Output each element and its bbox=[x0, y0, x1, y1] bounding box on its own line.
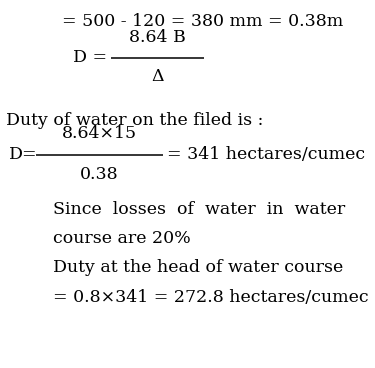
Text: Δ: Δ bbox=[151, 68, 164, 85]
Text: Duty at the head of water course: Duty at the head of water course bbox=[53, 259, 343, 276]
Text: 8.64 B: 8.64 B bbox=[129, 29, 186, 46]
Text: = 500 - 120 = 380 mm = 0.38m: = 500 - 120 = 380 mm = 0.38m bbox=[62, 13, 343, 30]
Text: D=: D= bbox=[9, 146, 38, 163]
Text: course are 20%: course are 20% bbox=[53, 230, 190, 247]
Text: Duty of water on the filed is :: Duty of water on the filed is : bbox=[6, 112, 263, 129]
Text: = 0.8×341 = 272.8 hectares/cumec: = 0.8×341 = 272.8 hectares/cumec bbox=[53, 289, 368, 306]
Text: Since  losses  of  water  in  water: Since losses of water in water bbox=[53, 201, 345, 217]
Text: = 341 hectares/cumec: = 341 hectares/cumec bbox=[167, 146, 365, 163]
Text: 0.38: 0.38 bbox=[80, 166, 118, 183]
Text: 8.64×15: 8.64×15 bbox=[62, 125, 137, 142]
Text: D =: D = bbox=[73, 49, 107, 66]
